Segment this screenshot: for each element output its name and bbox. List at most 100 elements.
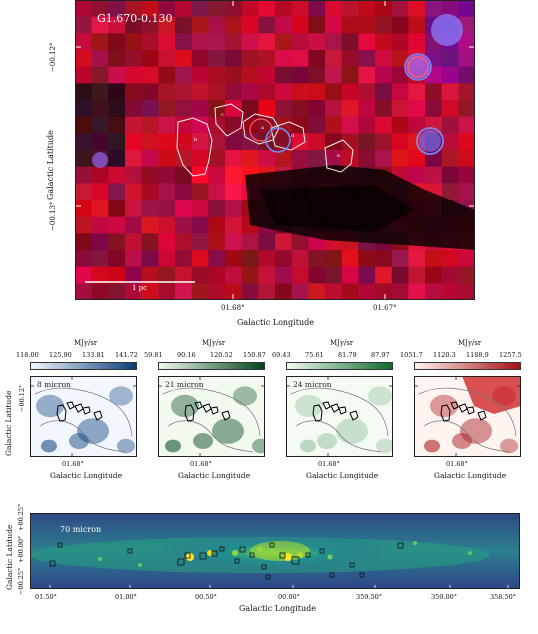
galactic-center-map [30, 513, 520, 589]
image-pixel [191, 83, 209, 101]
image-pixel [141, 0, 159, 18]
image-pixel [175, 16, 193, 34]
image-pixel [325, 33, 343, 51]
image-pixel [408, 166, 426, 184]
image-pixel [241, 133, 259, 151]
image-pixel [258, 83, 276, 101]
image-pixel [91, 266, 109, 284]
colorbar [158, 362, 265, 370]
image-pixel [258, 283, 276, 300]
image-pixel [441, 150, 459, 168]
emission-spot [98, 557, 102, 561]
image-pixel [308, 66, 326, 84]
image-pixel [441, 83, 459, 101]
image-pixel [358, 66, 376, 84]
source-box [319, 548, 325, 554]
panel-x-tick: 01.68° [190, 460, 212, 468]
image-pixel [391, 16, 409, 34]
image-pixel [108, 216, 126, 234]
image-pixel [158, 200, 176, 218]
image-pixel [375, 50, 393, 68]
image-pixel [208, 283, 226, 300]
image-pixel [408, 83, 426, 101]
main-x-tick-1: 01.68° [221, 304, 245, 312]
image-pixel [241, 50, 259, 68]
panel-label: 21 micron [165, 380, 204, 389]
image-pixel [308, 116, 326, 134]
image-pixel [308, 250, 326, 268]
image-pixel [391, 0, 409, 18]
image-pixel [441, 166, 459, 184]
image-pixel [325, 83, 343, 101]
image-pixel [341, 116, 359, 134]
image-pixel [375, 16, 393, 34]
image-pixel [175, 133, 193, 151]
image-pixel [191, 0, 209, 18]
image-pixel [125, 183, 143, 201]
bright-knot [431, 14, 463, 46]
image-pixel [225, 233, 243, 251]
colorbar-unit-2: MJy/sr [330, 339, 354, 347]
image-pixel [408, 250, 426, 268]
image-pixel [358, 83, 376, 101]
image-pixel [75, 16, 93, 34]
main-y-tick-2: −00.13° [49, 201, 57, 231]
image-pixel [458, 283, 475, 300]
image-pixel [291, 150, 309, 168]
image-pixel [325, 250, 343, 268]
image-pixel [158, 116, 176, 134]
image-pixel [358, 0, 376, 18]
image-pixel [291, 33, 309, 51]
image-pixel [191, 233, 209, 251]
image-pixel [458, 0, 475, 18]
colorbar-tick-label: 120.52 [210, 351, 233, 359]
image-pixel [341, 250, 359, 268]
image-pixel [291, 66, 309, 84]
bottom-x-tick-7: 358.50° [490, 593, 516, 601]
image-pixel [291, 0, 309, 18]
image-pixel [75, 283, 93, 300]
image-pixel [391, 50, 409, 68]
image-pixel [341, 100, 359, 118]
panel-greens-image [158, 376, 265, 457]
image-pixel [358, 50, 376, 68]
image-pixel [341, 66, 359, 84]
small-ylabel: Galactic Latitude [4, 390, 13, 456]
image-pixel [275, 83, 293, 101]
image-pixel [241, 16, 259, 34]
image-pixel [175, 116, 193, 134]
image-pixel [141, 33, 159, 51]
image-pixel [258, 16, 276, 34]
source-box [211, 550, 218, 557]
image-pixel [141, 133, 159, 151]
small-y-tick: −00.12° [18, 384, 26, 412]
image-pixel [225, 66, 243, 84]
image-pixel [158, 50, 176, 68]
colorbar-tick-label: 90.16 [177, 351, 196, 359]
image-pixel [225, 266, 243, 284]
image-pixel [75, 33, 93, 51]
image-pixel [408, 266, 426, 284]
image-pixel [291, 283, 309, 300]
image-pixel [208, 33, 226, 51]
image-pixel [175, 50, 193, 68]
source-box [177, 558, 185, 566]
image-pixel [341, 16, 359, 34]
image-pixel [408, 33, 426, 51]
image-pixel [358, 133, 376, 151]
image-pixel [208, 266, 226, 284]
image-pixel [275, 150, 293, 168]
image-pixel [291, 266, 309, 284]
image-pixel [158, 33, 176, 51]
image-pixel [108, 166, 126, 184]
image-pixel [308, 33, 326, 51]
image-pixel [308, 16, 326, 34]
emission-spot [257, 546, 263, 552]
image-pixel [391, 66, 409, 84]
image-pixel [208, 183, 226, 201]
image-pixel [408, 283, 426, 300]
image-pixel [225, 133, 243, 151]
colorbar [414, 362, 521, 370]
image-pixel [125, 283, 143, 300]
image-pixel [458, 166, 475, 184]
